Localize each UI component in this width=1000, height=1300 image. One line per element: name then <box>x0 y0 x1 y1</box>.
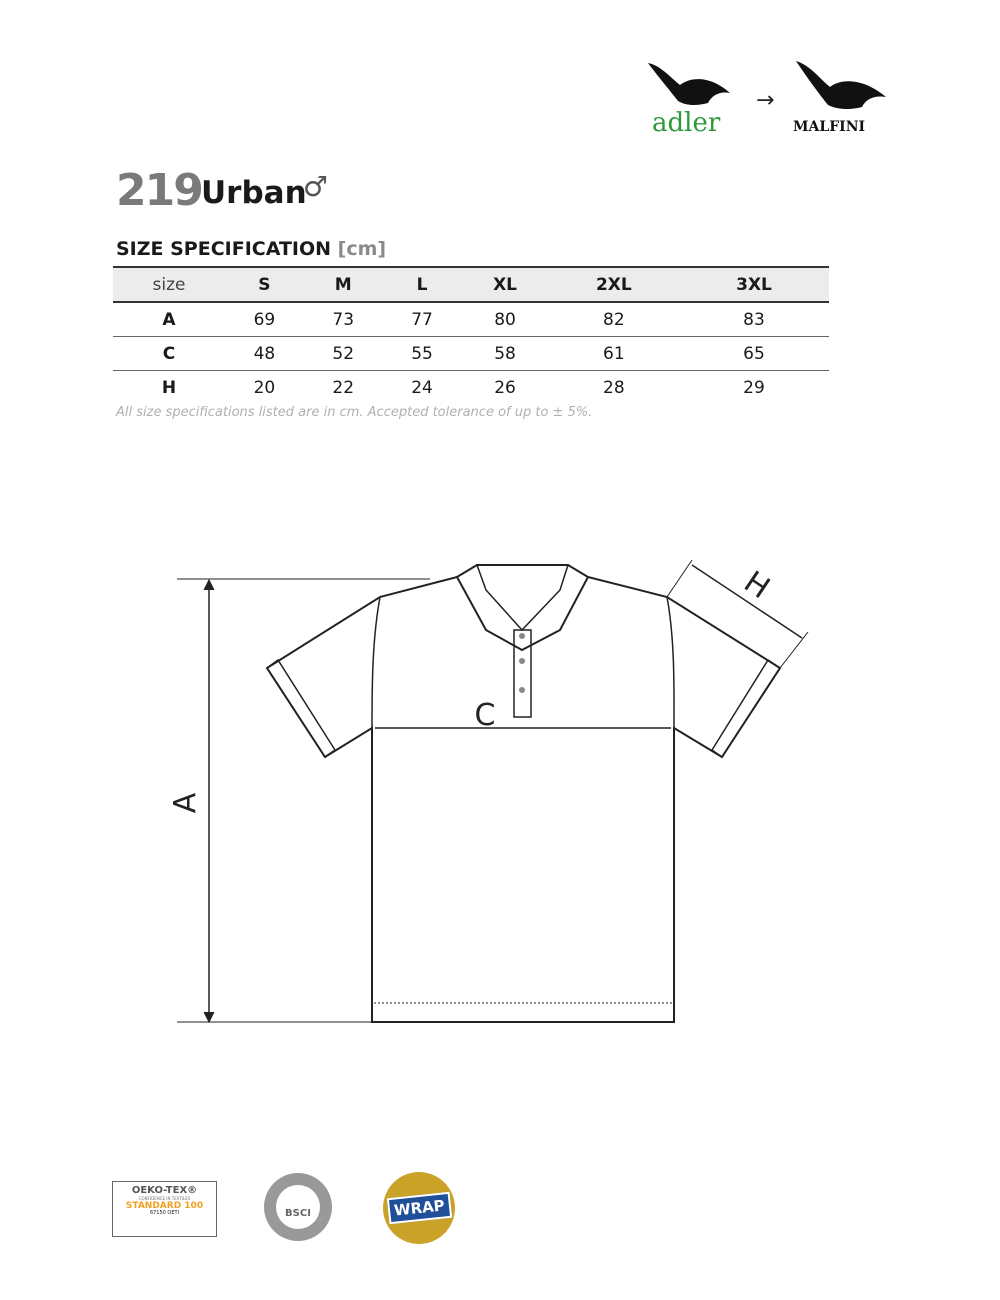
oeko-title: OEKO-TEX® <box>131 1185 198 1196</box>
table-cell: 65 <box>743 343 765 364</box>
table-cell: 58 <box>494 343 516 364</box>
spec-title: SIZE SPECIFICATION <box>116 238 332 260</box>
adler-logo-text: adler <box>652 108 721 138</box>
column-header: L <box>416 274 428 295</box>
table-cell: 69 <box>253 309 276 330</box>
wrap-text: WRAP <box>386 1191 452 1225</box>
table-cell: 52 <box>332 343 355 364</box>
column-header: 2XL <box>595 274 632 295</box>
dimension-label-c: C <box>475 698 496 733</box>
bsci-badge: BSCI <box>264 1173 332 1241</box>
tolerance-note: All size specifications listed are in cm… <box>116 405 593 420</box>
row-label: C <box>162 343 176 364</box>
buttons <box>519 633 525 693</box>
oeko-standard: STANDARD 100 <box>125 1201 204 1212</box>
row-label: A <box>162 309 176 330</box>
size-table: size S M L XL 2XL 3XL A 69 73 77 80 82 83 C 48 52… <box>113 266 829 404</box>
bsci-label: BSCI <box>285 1208 311 1219</box>
row-label: H <box>161 377 177 398</box>
column-header: S <box>258 274 271 295</box>
table-cell: 82 <box>603 309 625 330</box>
malfini-logo-text: MALFINI <box>793 119 865 135</box>
column-header: M <box>334 274 352 295</box>
product-name: Urban <box>201 175 307 211</box>
table-cell: 73 <box>332 309 355 330</box>
right-sleeve-cuff <box>710 658 782 759</box>
table-cell: 20 <box>253 377 276 398</box>
oeko-tex-badge: OEKO-TEX® CONFIDENCE IN TEXTILES STANDAR… <box>112 1181 217 1237</box>
table-cell: 48 <box>253 343 276 364</box>
polo-shirt-diagram: A C H <box>168 559 809 1024</box>
dimension-lines <box>177 559 809 1024</box>
table-cell: 28 <box>603 377 625 398</box>
left-sleeve-cuff <box>265 658 337 759</box>
column-header: 3XL <box>736 274 772 295</box>
adler-bird-icon <box>648 63 730 105</box>
column-header: size <box>152 274 186 295</box>
dimension-label-a: A <box>168 792 203 813</box>
table-cell: 77 <box>411 309 433 330</box>
malfini-bird-icon <box>796 61 886 109</box>
section-title: SIZE SPECIFICATION [cm] <box>116 238 386 260</box>
table-row: A 69 73 77 80 82 83 <box>113 302 829 337</box>
table-cell: 61 <box>603 343 625 364</box>
table-cell: 55 <box>411 343 433 364</box>
column-header: XL <box>493 274 518 295</box>
placket <box>513 629 532 718</box>
table-cell: 26 <box>494 377 516 398</box>
dimension-label-h: H <box>738 565 776 607</box>
brand-logos: adler → MALFINI <box>648 61 886 138</box>
table-cell: 80 <box>494 309 516 330</box>
table-row: C 48 52 55 58 61 65 <box>113 337 829 371</box>
table-row: H 20 22 24 26 28 29 <box>113 371 829 405</box>
table-cell: 83 <box>743 309 765 330</box>
wrap-badge: WRAP <box>383 1172 455 1244</box>
bsci-text: BSCI <box>276 1185 320 1229</box>
product-number: 219 <box>116 165 204 216</box>
spec-unit: [cm] <box>337 238 387 260</box>
table-header-row: size S M L XL 2XL 3XL <box>113 267 829 302</box>
table-cell: 22 <box>332 377 355 398</box>
table-cell: 24 <box>411 377 433 398</box>
table-cell: 29 <box>743 377 765 398</box>
oeko-sub: CONFIDENCE IN TEXTILES <box>138 1195 191 1201</box>
oeko-code: 67150 OETI <box>149 1210 180 1217</box>
arrow-icon: → <box>756 88 774 113</box>
male-icon: ♂ <box>303 170 329 203</box>
